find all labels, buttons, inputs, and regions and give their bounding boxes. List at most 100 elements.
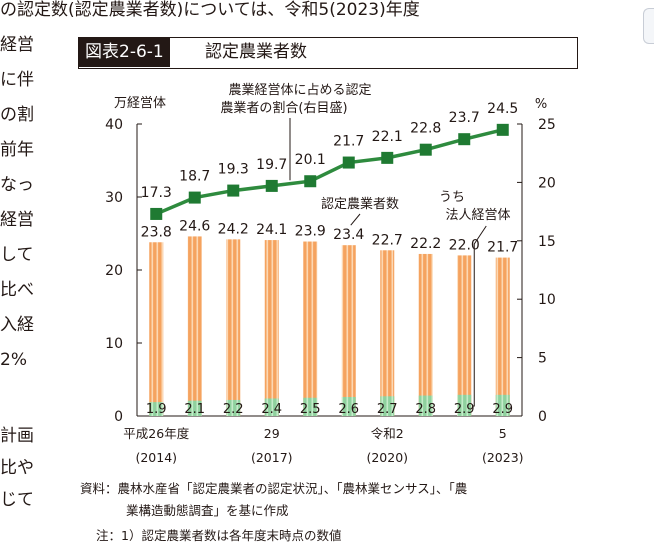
ratio-value: 18.7 <box>179 169 210 185</box>
left-text-fragment: の割 <box>0 105 34 125</box>
left-text-fragment: なっ <box>0 175 34 195</box>
bar-corporate <box>303 397 318 416</box>
bar-total-value: 22.2 <box>410 236 441 252</box>
ratio-marker <box>304 175 317 188</box>
bar-total-value: 24.1 <box>256 222 287 238</box>
bar-corporate <box>264 398 279 416</box>
left-axis-tick-label: 30 <box>105 190 123 206</box>
bar-corporate-value: 2.5 <box>300 402 321 417</box>
left-axis-tick-label: 40 <box>105 117 123 133</box>
corp-annotation-text: 法人経営体 <box>445 208 510 223</box>
ratio-value: 23.7 <box>449 110 480 126</box>
ratio-marker <box>381 151 394 164</box>
ratio-marker <box>150 207 163 220</box>
ratio-marker <box>419 143 432 156</box>
bar-total <box>226 239 241 416</box>
ratio-marker <box>458 133 471 146</box>
bar-annotation-text: 認定農業者数 <box>321 196 399 212</box>
figure-title: 認定農業者数 <box>205 42 307 62</box>
ratio-value: 22.1 <box>372 129 403 145</box>
footnote: 注：1）認定農業者数は各年度末時点の数値 <box>96 528 342 543</box>
axes-group: 0 10 20 30 40 0 5 10 15 20 25 万経営体 % 平成26年度 (2014) 29 (2… <box>105 96 556 465</box>
line-annotation-text: 農業者の割合(右目盛) <box>220 100 347 116</box>
bar-total <box>264 240 279 416</box>
left-text-fragment: に伴 <box>0 70 34 90</box>
left-axis-tick-label: 0 <box>114 409 123 425</box>
bar-total <box>418 253 433 416</box>
left-text-fragment: 比や <box>0 458 34 478</box>
bar-total <box>457 255 472 416</box>
corp-annotation-text: うち <box>439 190 465 205</box>
left-axis-tick-label: 10 <box>105 336 123 352</box>
ratio-marker <box>342 156 355 169</box>
right-axis-tick-label: 10 <box>538 292 556 308</box>
left-text-fragment: 前年 <box>0 140 34 160</box>
ratio-value: 20.1 <box>295 152 326 168</box>
left-text-fragment: 計画 <box>0 426 34 446</box>
x-tick-label: 平成26年度 <box>123 426 189 441</box>
x-tick-year: (2023) <box>482 450 524 465</box>
ratio-value: 17.3 <box>141 185 172 201</box>
bar-annotation-leader <box>350 213 361 226</box>
right-axis-tick-label: 5 <box>538 351 547 367</box>
bar-total <box>187 236 202 416</box>
ratio-value: 21.7 <box>333 134 364 150</box>
labels-group: 23.8 24.6 24.2 24.1 23.9 23.4 22.7 22.2 22.0 21.7… <box>141 101 519 417</box>
bar-total-value: 23.4 <box>333 227 364 243</box>
x-tick-year: (2020) <box>366 450 408 465</box>
bar-total <box>495 257 510 416</box>
right-axis-tick-label: 15 <box>538 234 556 250</box>
right-axis-unit: % <box>535 97 547 112</box>
ratio-marker <box>188 191 201 204</box>
bar-corporate-value: 2.1 <box>184 402 205 417</box>
bar-corporate-value: 2.9 <box>492 402 513 417</box>
ratio-value: 22.8 <box>410 121 441 137</box>
ratio-value: 24.5 <box>487 101 518 117</box>
bar-corporate-value: 2.2 <box>223 402 244 417</box>
left-text-fragment: 2% <box>0 350 27 370</box>
left-text-fragment: 入経 <box>0 315 34 335</box>
bar-corporate-value: 2.7 <box>377 402 398 417</box>
ratio-line <box>155 128 504 216</box>
bar-total-value: 21.7 <box>487 240 518 256</box>
bar-total-value: 22.7 <box>372 232 403 248</box>
bar-total-value: 22.0 <box>449 237 480 253</box>
bar-corporate <box>457 394 472 416</box>
ratio-marker <box>227 184 240 197</box>
left-axis-unit: 万経営体 <box>114 96 166 111</box>
bar-corporate <box>187 400 202 416</box>
line-annotation-text: 農業経営体に占める認定 <box>228 82 371 98</box>
x-tick-label: 29 <box>264 426 280 441</box>
bar-total <box>380 250 395 416</box>
figure-header: 図表2-6-1 認定農業者数 <box>78 37 578 69</box>
bar-corporate <box>341 397 356 416</box>
left-text-fragment: じて <box>0 490 34 510</box>
bar-corporate <box>418 395 433 416</box>
bar-corporate <box>495 394 510 416</box>
left-text-fragment: して <box>0 245 34 265</box>
bar-total-value: 24.6 <box>179 218 210 234</box>
left-text-fragment: 比べ <box>0 280 34 300</box>
source-note-line1: 資料：農林水産省「認定農業者の認定状況」、「農林業センサス」、「農 <box>80 481 468 496</box>
bar-corporate-value: 2.8 <box>415 402 436 417</box>
bar-corporate <box>149 402 164 416</box>
left-axis-tick-label: 20 <box>105 263 123 279</box>
right-axis-tick-label: 25 <box>538 117 556 133</box>
source-note-line2: 業構造動態調査」を基に作成 <box>126 503 289 518</box>
bar-corporate <box>380 396 395 416</box>
bar-total-value: 23.9 <box>295 224 326 240</box>
corp-annotation-leader <box>472 225 487 407</box>
ratio-value: 19.7 <box>256 157 287 173</box>
bar-corporate-value: 2.9 <box>454 402 475 417</box>
bar-total <box>149 242 164 416</box>
side-panel-tab[interactable] <box>643 8 654 44</box>
x-tick-year: (2017) <box>251 450 293 465</box>
bar-corporate-value: 2.6 <box>338 402 359 417</box>
bar-total-value: 23.8 <box>141 224 172 240</box>
right-axis-tick-label: 0 <box>538 409 547 425</box>
x-tick-year: (2014) <box>135 450 177 465</box>
ratio-value: 19.3 <box>218 162 249 178</box>
figure-number: 図表2-6-1 <box>79 38 170 67</box>
ratio-marker <box>265 179 278 192</box>
